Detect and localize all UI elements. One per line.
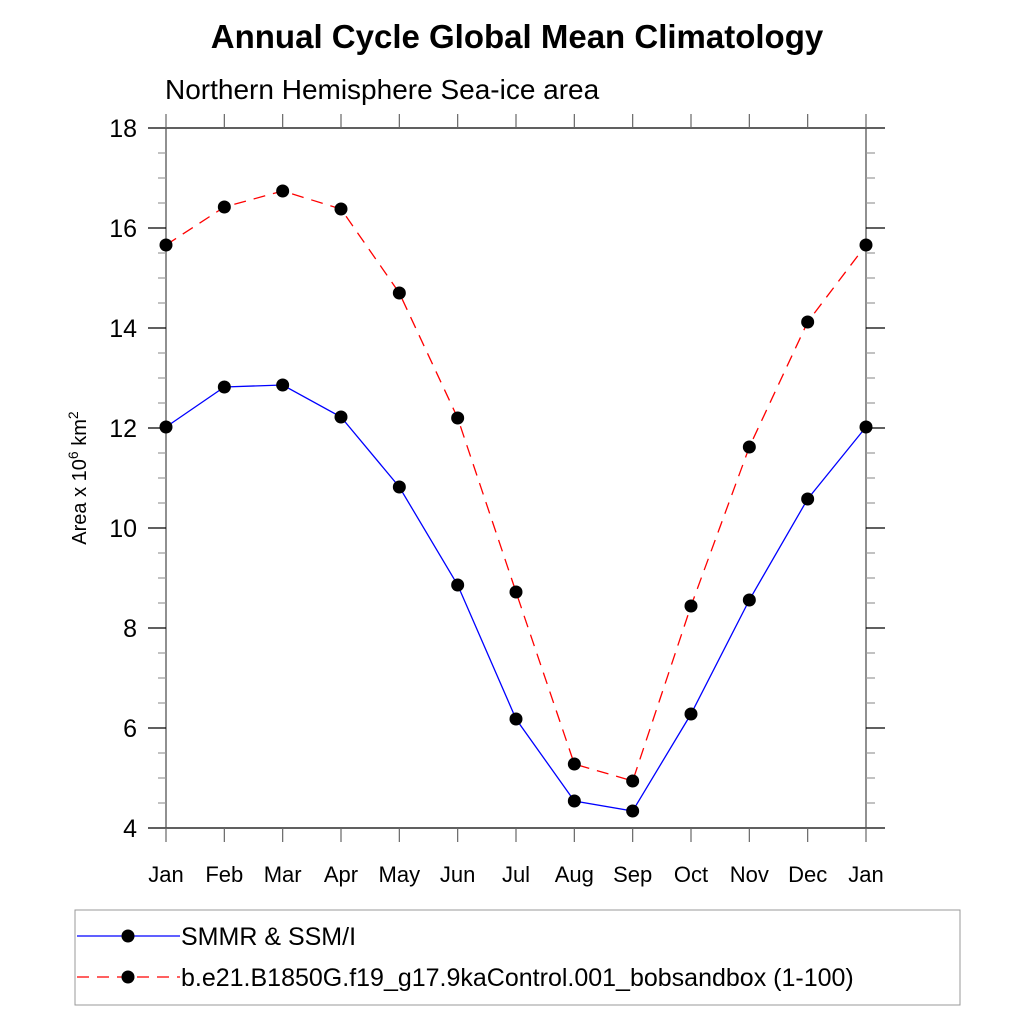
y-axis-label: Area x 106 km2 [65,411,91,545]
series-line-1 [165,190,867,782]
data-point-0 [509,712,523,726]
x-tick-label: May [379,862,421,887]
legend-label-1: b.e21.B1850G.f19_g17.9kaControl.001_bobs… [181,964,854,992]
y-axis-ticks: 4 6 8 10 12 14 16 18 [109,115,885,843]
y-tick-label: 8 [123,615,137,643]
data-point-1 [626,774,640,788]
data-point-0 [626,804,640,818]
data-point-0 [334,410,348,424]
data-point-0 [392,480,406,494]
x-tick-label: Aug [555,862,594,887]
x-tick-label: Sep [613,862,652,887]
x-tick-label: Jul [502,862,530,887]
y-tick-label: 18 [109,115,137,143]
x-tick-label: Mar [264,862,302,887]
data-point-1 [742,440,756,454]
x-tick-label: Apr [324,862,358,887]
x-tick-label: Jan [848,862,883,887]
data-point-0 [217,380,231,394]
x-tick-label: Feb [205,862,243,887]
data-point-0 [801,492,815,506]
data-point-1 [567,757,581,771]
x-tick-label: Jan [148,862,183,887]
data-point-0 [276,378,290,392]
data-point-1 [334,202,348,216]
chart-subtitle: Northern Hemisphere Sea-ice area [165,74,600,105]
data-point-1 [509,585,523,599]
y-tick-label: 6 [123,715,137,743]
y-tick-label: 14 [109,315,137,343]
data-point-1 [451,411,465,425]
data-point-1 [217,200,231,214]
data-point-1 [859,238,873,252]
y-tick-label: 4 [123,815,137,843]
data-point-1 [801,315,815,329]
data-point-1 [276,184,290,198]
data-point-0 [159,420,173,434]
data-point-0 [859,420,873,434]
legend: SMMR & SSM/I b.e21.B1850G.f19_g17.9kaCon… [74,909,961,1006]
y-tick-label: 16 [109,215,137,243]
x-tick-label: Dec [788,862,827,887]
data-point-0 [451,578,465,592]
x-axis-ticks: Jan Feb Mar Apr May Jun Jul Aug Sep Oct Nov Dec Jan [148,114,884,887]
data-point-0 [684,707,698,721]
data-point-0 [742,593,756,607]
legend-box [74,909,961,1006]
x-tick-label: Jun [440,862,475,887]
legend-marker-0 [121,929,135,943]
data-point-0 [567,794,581,808]
data-point-1 [392,286,406,300]
series-layer [159,184,873,818]
x-tick-label: Oct [674,862,708,887]
legend-marker-1 [121,970,135,984]
data-point-1 [159,238,173,252]
y-tick-label: 12 [109,415,137,443]
legend-label-0: SMMR & SSM/I [181,923,356,951]
data-point-1 [684,599,698,613]
y-tick-label: 10 [109,515,137,543]
chart-title: Annual Cycle Global Mean Climatology [211,18,824,55]
x-tick-label: Nov [730,862,769,887]
